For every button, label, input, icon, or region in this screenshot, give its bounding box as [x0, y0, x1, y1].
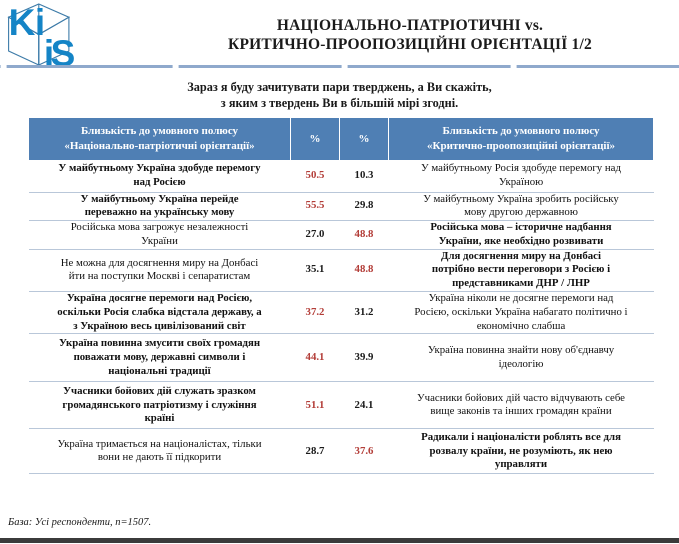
- svg-text:K: K: [9, 2, 36, 43]
